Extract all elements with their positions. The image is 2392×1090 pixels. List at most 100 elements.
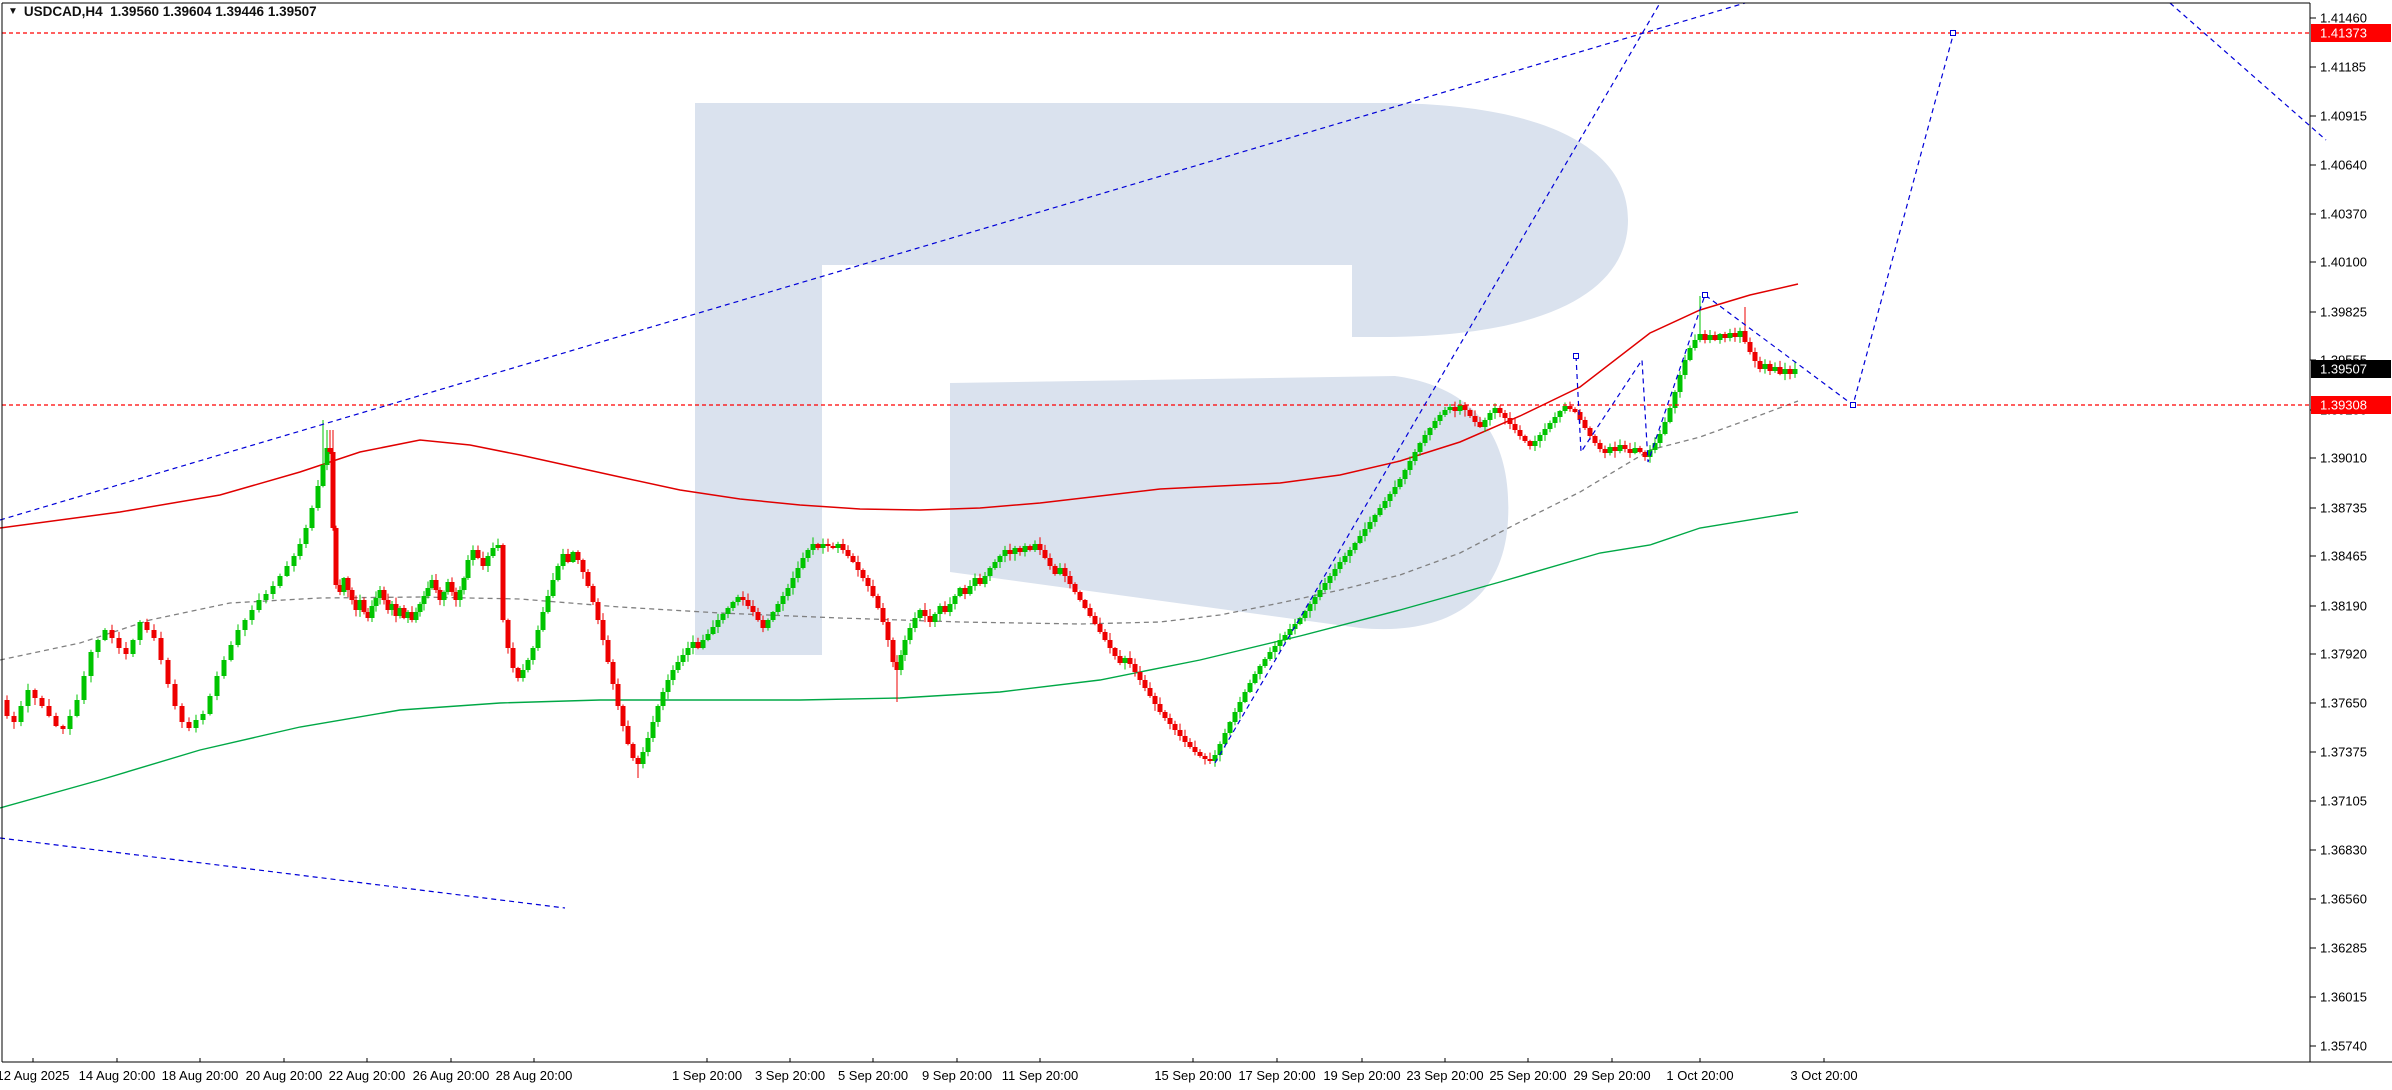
price-tick-label: 1.39825 [2320,305,2367,320]
bear-candle [449,582,455,592]
bull-candle [1687,348,1693,360]
trendline-rising-support-long[interactable] [0,2,1746,521]
bull-candle [1397,479,1403,487]
bull-candle [1442,410,1448,415]
time-tick-label: 3 Sep 20:00 [755,1068,825,1083]
level-price-label: 1.39308 [2320,398,2367,413]
time-axis[interactable]: 12 Aug 2025 14 Aug 20:00 18 Aug 20:00 20 Au… [0,1058,1858,1083]
bull-candle [1667,408,1673,422]
bear-candle [850,556,856,562]
bear-candle [1152,696,1158,704]
bear-candle [365,612,371,618]
bull-candle [324,448,330,465]
time-tick-label: 11 Sep 20:00 [1002,1068,1078,1083]
bull-candle [705,634,711,640]
bull-candle [228,645,234,660]
price-tick-label: 1.40370 [2320,207,2367,222]
bull-candle [1437,415,1443,421]
bear-candle [32,690,38,698]
bear-candle [123,648,129,654]
bull-candle [95,640,101,652]
bear-candle [630,744,636,758]
bull-candle [1432,421,1438,428]
price-axis[interactable]: 1.41460 1.41185 1.40915 1.40640 1.40370 1.401… [2310,11,2367,1054]
bull-candle [357,600,363,610]
bear-candle [610,662,616,684]
chart-title[interactable]: ▼ USDCAD,H4 1.39560 1.39604 1.39446 1.39… [8,3,317,19]
bull-candle [102,630,108,640]
bull-candle [88,652,94,676]
bull-candle [1322,583,1328,590]
bull-candle [425,588,431,596]
bull-candle [1447,407,1453,410]
trendline-rising-steep-from-sep-low[interactable] [1214,2,1661,764]
bear-candle [1192,747,1198,752]
bear-candle [620,706,626,726]
bear-candle [880,608,886,622]
bear-candle [1452,407,1458,411]
bear-candle [1597,443,1603,449]
bull-candle [1227,722,1233,733]
bull-candle [570,552,576,562]
bull-candle [795,568,801,578]
bear-candle [1722,334,1728,338]
bear-candle [480,558,486,566]
symbol-dropdown-icon[interactable]: ▼ [8,5,18,17]
bear-candle [977,578,983,584]
bear-candle [116,638,122,648]
trendlines[interactable] [0,2,2327,909]
bull-candle [1012,548,1018,554]
bull-candle [377,590,383,598]
bull-candle [560,554,566,566]
bull-candle [1002,550,1008,556]
bull-candle [1407,461,1413,470]
bear-candle [894,662,900,670]
bull-candle [530,648,536,660]
bear-candle [1512,424,1518,430]
bull-candle [780,596,786,604]
time-tick-label: 23 Sep 20:00 [1406,1068,1483,1083]
bear-candle [1017,548,1023,552]
bull-candle [957,588,963,596]
bull-candle [525,660,531,670]
bear-candle [1642,452,1648,457]
bull-candle [256,600,262,610]
chart-frame [1,2,2392,1063]
bull-candle [25,690,31,706]
time-tick-label: 14 Aug 20:00 [79,1068,156,1083]
bull-candle [1377,508,1383,515]
bear-candle [1042,550,1048,558]
trendline-projection-zigzag[interactable] [1575,27,1956,463]
bull-candle [700,640,706,648]
trendline-descending-right[interactable] [2169,2,2327,141]
bear-candle [1577,412,1583,420]
level-price-label: 1.41373 [2320,26,2367,41]
bear-candle [755,612,761,620]
bull-candle [655,706,661,722]
bull-candle [820,544,826,548]
bull-candle [490,548,496,556]
bear-candle [1567,406,1573,409]
bull-candle [1032,544,1038,550]
bull-candle [277,576,283,586]
price-tick-label: 1.37375 [2320,745,2367,760]
bull-candle [1302,611,1308,618]
bull-candle [1307,604,1313,611]
price-tick-label: 1.36285 [2320,941,2367,956]
price-tick-label: 1.37920 [2320,647,2367,662]
time-tick-label: 9 Sep 20:00 [922,1068,992,1083]
bear-candle [515,668,521,678]
time-tick-label: 5 Sep 20:00 [838,1068,908,1083]
bull-candle [1662,422,1668,434]
trendline-lower-falling-left[interactable] [0,837,566,909]
current-price-label: 1.39507 [2320,362,2367,377]
bull-candle [309,508,315,528]
bull-candle [912,618,918,628]
bear-candle [1117,656,1123,663]
bear-candle [1712,335,1718,340]
bear-candle [179,706,185,722]
bear-candle [1027,546,1033,550]
bear-candle [1527,441,1533,446]
bear-candle [333,528,339,585]
